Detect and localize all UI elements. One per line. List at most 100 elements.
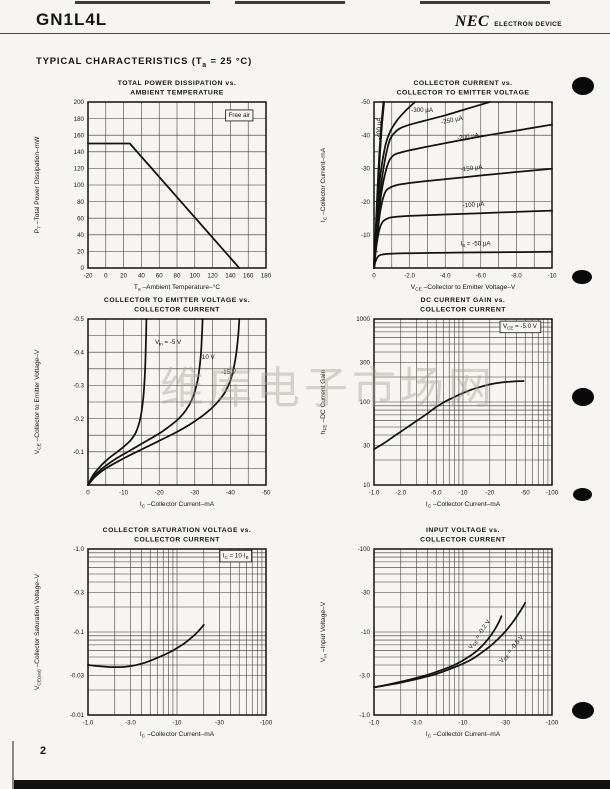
- svg-text:-2.0: -2.0: [395, 490, 406, 497]
- svg-text:-200 µA: -200 µA: [457, 132, 480, 142]
- svg-text:160: 160: [243, 273, 254, 280]
- svg-text:180: 180: [74, 116, 85, 123]
- svg-text:IC –Collector Current–mA: IC –Collector Current–mA: [320, 147, 329, 222]
- svg-text:VCE –Collector to Emitter V: VCE –Collector to Emitter Voltage–V: [411, 284, 516, 293]
- chart-collector-current-vs-vce-canvas: COLLECTOR CURRENT vs. COLLECTOR TO EMITTE…: [320, 80, 558, 293]
- svg-text:-0.01: -0.01: [70, 712, 85, 719]
- punch-hole-mark: [573, 488, 592, 501]
- svg-text:TOTAL POWER DISSIPATION vs.: TOTAL POWER DISSIPATION vs.: [118, 80, 237, 87]
- svg-text:-0.1: -0.1: [73, 449, 84, 456]
- svg-text:20: 20: [120, 273, 127, 280]
- svg-text:VCE(sat) –Collector Saturatio: VCE(sat) –Collector Saturation Voltage–V: [34, 573, 43, 690]
- svg-text:-30: -30: [215, 720, 225, 727]
- svg-text:120: 120: [74, 166, 85, 173]
- svg-text:80: 80: [174, 273, 181, 280]
- svg-text:Vin = -5 V: Vin = -5 V: [155, 339, 182, 347]
- chart-dc-current-gain: DC CURRENT GAIN vs. COLLECTOR CURRENT VCE …: [312, 293, 584, 531]
- svg-text:-10: -10: [119, 490, 129, 497]
- chart-input-voltage: INPUT VOLTAGE vs. COLLECTOR CURRENT VCE = …: [312, 523, 584, 761]
- svg-text:180: 180: [261, 273, 272, 280]
- header-rule: [0, 33, 610, 35]
- svg-text:-30: -30: [501, 720, 511, 727]
- svg-text:-3.0: -3.0: [125, 720, 136, 727]
- svg-text:-3.0: -3.0: [411, 720, 422, 727]
- svg-text:20: 20: [77, 249, 84, 256]
- svg-text:IC –Collector Current–mA: IC –Collector Current–mA: [426, 731, 501, 740]
- chart-vce-vs-collector-current: COLLECTOR TO EMITTER VOLTAGE vs. COLLECTO…: [26, 293, 298, 531]
- chart-vce-vs-collector-current-canvas: COLLECTOR TO EMITTER VOLTAGE vs. COLLECTO…: [34, 297, 272, 510]
- part-number: GN1L4L: [36, 10, 108, 29]
- svg-text:-40: -40: [226, 490, 236, 497]
- svg-text:200: 200: [74, 99, 85, 106]
- svg-text:-20: -20: [155, 490, 165, 497]
- svg-text:IC –Collector Current–mA: IC –Collector Current–mA: [140, 731, 215, 740]
- svg-text:IC = 10·IB: IC = 10·IB: [223, 552, 249, 560]
- svg-text:-30: -30: [361, 590, 371, 597]
- brand-suffix: ELECTRON DEVICE: [494, 21, 562, 28]
- svg-text:-3.0: -3.0: [359, 673, 370, 680]
- svg-text:-8.0: -8.0: [511, 273, 522, 280]
- svg-text:-0.03: -0.03: [70, 673, 85, 680]
- svg-text:-10: -10: [548, 273, 558, 280]
- svg-text:-10: -10: [361, 629, 371, 636]
- svg-text:-30: -30: [190, 490, 200, 497]
- svg-text:-150 µA: -150 µA: [460, 164, 483, 174]
- svg-text:40: 40: [138, 273, 145, 280]
- scan-bottom-bar: [14, 780, 610, 789]
- svg-text:COLLECTOR CURRENT: COLLECTOR CURRENT: [420, 307, 506, 314]
- svg-text:-1.0: -1.0: [73, 546, 84, 553]
- svg-text:-10: -10: [173, 720, 183, 727]
- svg-text:0: 0: [104, 273, 108, 280]
- chart-dc-current-gain-canvas: DC CURRENT GAIN vs. COLLECTOR CURRENT VCE …: [320, 297, 559, 510]
- svg-text:-50: -50: [361, 99, 371, 106]
- svg-text:COLLECTOR TO EMITTER VOLTAG: COLLECTOR TO EMITTER VOLTAGE vs.: [104, 297, 250, 304]
- svg-text:COLLECTOR CURRENT vs.: COLLECTOR CURRENT vs.: [413, 80, 512, 87]
- svg-text:-40: -40: [361, 132, 371, 139]
- svg-text:-250 µA: -250 µA: [441, 115, 465, 126]
- chart-total-power-dissipation-canvas: TOTAL POWER DISSIPATION vs. AMBIENT TEMPE…: [34, 80, 272, 293]
- svg-text:INPUT VOLTAGE vs.: INPUT VOLTAGE vs.: [426, 527, 500, 534]
- svg-text:-100: -100: [546, 490, 559, 497]
- svg-text:-0.3: -0.3: [73, 590, 84, 597]
- svg-text:-50: -50: [262, 490, 272, 497]
- svg-text:1000: 1000: [356, 316, 370, 323]
- scan-mark: [420, 1, 550, 4]
- svg-text:-100: -100: [546, 720, 559, 727]
- chart-collector-saturation-voltage: COLLECTOR SATURATION VOLTAGE vs. COLLECTO…: [26, 523, 298, 761]
- svg-text:-100: -100: [260, 720, 273, 727]
- svg-text:160: 160: [74, 132, 85, 139]
- scan-mark: [75, 1, 210, 4]
- svg-text:-1.0: -1.0: [83, 720, 94, 727]
- svg-text:30: 30: [363, 443, 370, 450]
- svg-text:COLLECTOR SATURATION VOLTAGE: COLLECTOR SATURATION VOLTAGE vs.: [103, 527, 252, 534]
- punch-hole-mark: [572, 77, 594, 95]
- svg-text:-30: -30: [361, 166, 371, 173]
- svg-text:-15 V: -15 V: [221, 369, 237, 376]
- brand-logo: NEC ELECTRON DEVICE: [455, 13, 562, 31]
- scan-mark: [235, 1, 345, 4]
- svg-text:-6.0: -6.0: [475, 273, 486, 280]
- svg-text:VCE –Collector to Emitter V: VCE –Collector to Emitter Voltage–V: [34, 349, 43, 454]
- svg-text:-100: -100: [358, 546, 371, 553]
- svg-text:-400 µA: -400 µA: [376, 117, 383, 140]
- svg-text:VCE = -5.0 V: VCE = -5.0 V: [503, 323, 538, 331]
- svg-text:-0.3: -0.3: [73, 383, 84, 390]
- punch-hole-mark: [572, 388, 594, 406]
- svg-text:COLLECTOR CURRENT: COLLECTOR CURRENT: [134, 537, 220, 544]
- svg-text:-0.4: -0.4: [73, 349, 84, 356]
- svg-text:10: 10: [363, 482, 370, 489]
- svg-text:Free air: Free air: [229, 112, 250, 119]
- svg-text:100: 100: [74, 182, 85, 189]
- svg-text:VCE = -0.5 V: VCE = -0.5 V: [498, 633, 526, 665]
- punch-hole-mark: [572, 702, 594, 719]
- svg-text:-10 V: -10 V: [200, 354, 216, 361]
- svg-text:-20: -20: [361, 199, 371, 206]
- svg-text:Ta –Ambient Temperature–°C: Ta –Ambient Temperature–°C: [134, 283, 220, 293]
- svg-text:-20: -20: [485, 490, 495, 497]
- svg-text:Vin –Input Voltage–V: Vin –Input Voltage–V: [320, 601, 329, 662]
- svg-text:COLLECTOR CURRENT: COLLECTOR CURRENT: [420, 537, 506, 544]
- punch-hole-mark: [572, 270, 592, 284]
- svg-text:IC –Collector Current–mA: IC –Collector Current–mA: [140, 501, 215, 510]
- svg-text:-2.0: -2.0: [404, 273, 415, 280]
- page-number: 2: [40, 745, 47, 757]
